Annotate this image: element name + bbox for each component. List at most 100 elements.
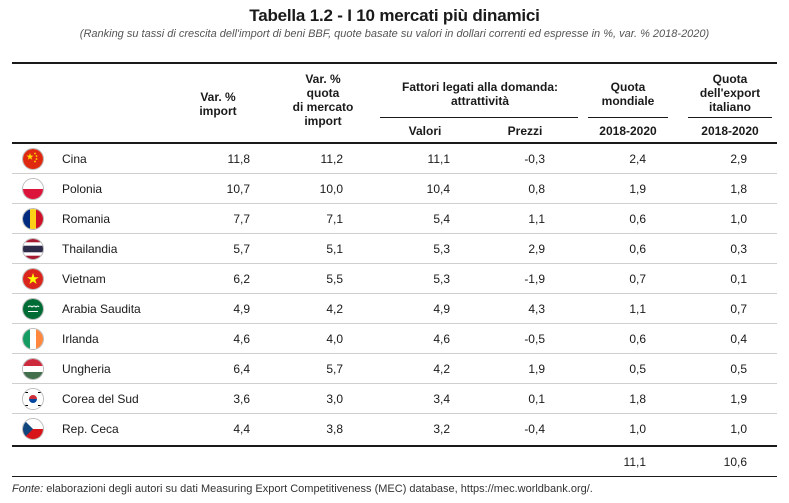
table-row: Vietnam 6,2 5,5 5,3 -1,9 0,7 0,1 <box>12 264 777 294</box>
cell-prezzi: 0,1 <box>528 392 545 406</box>
total-quota-mondiale: 11,1 <box>623 455 646 469</box>
cell-valori: 4,6 <box>433 332 450 346</box>
cell-prezzi: 0,8 <box>528 182 545 196</box>
table-subtitle: (Ranking su tassi di crescita dell'impor… <box>79 28 710 40</box>
cell-quota-export: 0,3 <box>730 242 747 256</box>
cell-prezzi: -1,9 <box>524 272 545 286</box>
header-quota-mondiale: Quota mondiale <box>601 80 655 108</box>
cell-quota-mondiale: 1,0 <box>629 422 646 436</box>
cell-valori: 3,4 <box>433 392 450 406</box>
south-korea-flag-icon <box>22 388 44 410</box>
country-name: Thailandia <box>62 242 118 256</box>
ireland-flag-icon <box>22 328 44 350</box>
cell-quota-export: 1,0 <box>730 212 747 226</box>
cell-var-import: 6,4 <box>233 362 250 376</box>
row-divider <box>12 263 777 264</box>
cell-var-quota: 4,0 <box>326 332 343 346</box>
cell-quota-mondiale: 0,6 <box>629 212 646 226</box>
cell-prezzi: 1,1 <box>528 212 545 226</box>
cell-prezzi: -0,4 <box>524 422 545 436</box>
cell-quota-export: 0,1 <box>730 272 747 286</box>
cell-var-import: 7,7 <box>233 212 250 226</box>
cell-valori: 5,3 <box>433 272 450 286</box>
thailand-flag-icon <box>22 238 44 260</box>
row-divider <box>12 203 777 204</box>
country-name: Romania <box>62 212 111 226</box>
cell-prezzi: -0,5 <box>524 332 545 346</box>
cell-var-quota: 3,0 <box>326 392 343 406</box>
row-divider <box>12 323 777 324</box>
cell-quota-mondiale: 0,5 <box>629 362 646 376</box>
hungary-flag-icon <box>22 358 44 380</box>
total-quota-export: 10,6 <box>723 455 747 469</box>
cell-valori: 5,3 <box>433 242 450 256</box>
romania-flag-icon <box>22 208 44 230</box>
table-title: Tabella 1.2 - I 10 mercati più dinamici <box>249 6 540 25</box>
cell-quota-mondiale: 0,7 <box>629 272 646 286</box>
source-label: Fonte: <box>12 483 44 495</box>
cell-quota-mondiale: 0,6 <box>629 332 646 346</box>
country-name: Vietnam <box>62 272 106 286</box>
quota-mondiale-underline <box>588 117 668 118</box>
fattori-underline <box>380 117 578 118</box>
header-fattori: Fattori legati alla domanda: attrattivit… <box>401 80 559 108</box>
country-name: Corea del Sud <box>62 392 139 406</box>
header-var-quota: Var. % quota di mercato import <box>292 72 354 128</box>
cell-quota-export: 1,8 <box>730 182 747 196</box>
cell-valori: 5,4 <box>433 212 450 226</box>
china-flag-icon <box>22 148 44 170</box>
header-var-import: Var. % import <box>199 90 237 118</box>
table-row: Cina 11,8 11,2 11,1 -0,3 2,4 2,9 <box>12 144 777 174</box>
cell-prezzi: 2,9 <box>528 242 545 256</box>
row-divider <box>12 233 777 234</box>
cell-quota-mondiale: 1,9 <box>629 182 646 196</box>
cell-valori: 11,1 <box>427 152 450 166</box>
source-note: Fonte: elaborazioni degli autori su dati… <box>12 483 593 495</box>
row-divider <box>12 173 777 174</box>
country-name: Arabia Saudita <box>62 302 141 316</box>
cell-prezzi: 1,9 <box>528 362 545 376</box>
header-period-mondiale: 2018-2020 <box>599 124 657 138</box>
cell-quota-export: 0,7 <box>730 302 747 316</box>
row-divider <box>12 383 777 384</box>
country-name: Irlanda <box>62 332 99 346</box>
cell-quota-mondiale: 1,8 <box>629 392 646 406</box>
row-divider <box>12 413 777 414</box>
cell-var-quota: 5,7 <box>326 362 343 376</box>
table-row: Irlanda 4,6 4,0 4,6 -0,5 0,6 0,4 <box>12 324 777 354</box>
header-prezzi: Prezzi <box>507 124 543 138</box>
source-text: elaborazioni degli autori su dati Measur… <box>43 483 593 495</box>
body-bottom-rule <box>12 445 777 447</box>
table-row: Rep. Ceca 4,4 3,8 3,2 -0,4 1,0 1,0 <box>12 414 777 444</box>
saudi-arabia-flag-icon <box>22 298 44 320</box>
cell-var-import: 6,2 <box>233 272 250 286</box>
country-name: Ungheria <box>62 362 111 376</box>
totals-bottom-rule <box>12 476 777 477</box>
poland-flag-icon <box>22 178 44 200</box>
cell-valori: 10,4 <box>426 182 450 196</box>
header-bottom-rule <box>12 142 777 144</box>
cell-var-import: 10,7 <box>226 182 250 196</box>
country-name: Polonia <box>62 182 103 196</box>
header-period-export: 2018-2020 <box>701 124 759 138</box>
cell-quota-mondiale: 0,6 <box>629 242 646 256</box>
row-divider <box>12 353 777 354</box>
country-name: Cina <box>62 152 87 166</box>
cell-quota-export: 0,4 <box>730 332 747 346</box>
header-quota-export: Quota dell'export italiano <box>699 72 761 114</box>
cell-quota-export: 1,0 <box>730 422 747 436</box>
cell-var-import: 4,4 <box>233 422 250 436</box>
cell-var-import: 3,6 <box>233 392 250 406</box>
cell-var-import: 11,8 <box>227 152 250 166</box>
quota-export-underline <box>688 117 772 118</box>
cell-prezzi: -0,3 <box>524 152 545 166</box>
vietnam-flag-icon <box>22 268 44 290</box>
cell-var-import: 4,6 <box>233 332 250 346</box>
cell-valori: 4,9 <box>433 302 450 316</box>
cell-var-quota: 3,8 <box>326 422 343 436</box>
czech-flag-icon <box>22 418 44 440</box>
top-rule <box>12 62 777 64</box>
cell-var-quota: 4,2 <box>326 302 343 316</box>
cell-quota-mondiale: 1,1 <box>629 302 646 316</box>
table-row: Arabia Saudita 4,9 4,2 4,9 4,3 1,1 0,7 <box>12 294 777 324</box>
